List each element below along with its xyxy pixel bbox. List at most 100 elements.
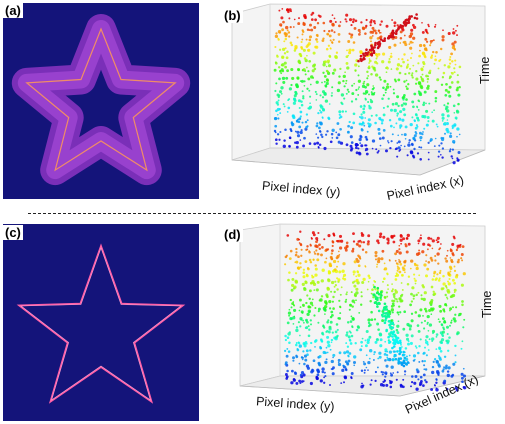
scatter-point — [380, 370, 383, 374]
scatter-point — [300, 318, 303, 321]
scatter-point — [350, 141, 354, 144]
scatter-point — [321, 370, 325, 374]
scatter-point — [365, 329, 369, 334]
scatter-point — [366, 288, 369, 291]
scatter-point — [378, 302, 381, 305]
scatter-point — [380, 257, 384, 261]
scatter-point — [337, 32, 341, 36]
scatter-point — [419, 136, 423, 140]
scatter-point — [368, 106, 372, 110]
scatter-point — [379, 296, 382, 299]
scatter-point — [395, 67, 399, 71]
scatter-point — [409, 122, 413, 127]
scatter-point — [308, 59, 312, 63]
scatter-point — [439, 349, 443, 353]
scatter-point — [414, 279, 417, 283]
scatter-point — [422, 62, 426, 66]
scatter-point — [309, 319, 312, 322]
scatter-point — [403, 93, 406, 97]
scatter-point — [442, 317, 445, 320]
scatter-point — [307, 267, 310, 271]
scatter-point — [396, 324, 400, 328]
scatter-point — [370, 318, 374, 322]
scatter-point — [383, 79, 387, 83]
scatter-point — [445, 259, 449, 263]
scatter-point — [296, 120, 299, 123]
scatter-point — [408, 15, 411, 18]
panel-d-plot — [210, 218, 505, 424]
scatter-point — [377, 328, 380, 331]
scatter-point — [410, 385, 412, 388]
scatter-point — [367, 234, 371, 238]
scatter-point — [316, 40, 319, 43]
scatter-point — [330, 338, 334, 342]
scatter-point — [413, 134, 417, 138]
scatter-point — [403, 356, 407, 360]
scatter-point — [315, 33, 319, 37]
scatter-point — [342, 74, 346, 79]
scatter-point — [449, 56, 452, 58]
scatter-point — [332, 38, 335, 41]
scatter-point — [372, 49, 376, 53]
scatter-point — [386, 83, 389, 86]
scatter-point — [427, 243, 430, 247]
scatter-point — [370, 114, 373, 117]
scatter-point — [396, 95, 400, 99]
scatter-point — [392, 88, 395, 91]
scatter-point — [299, 230, 302, 233]
scatter-point — [401, 96, 405, 100]
scatter-point — [451, 42, 455, 46]
scatter-point — [418, 249, 421, 252]
scatter-point — [429, 138, 433, 142]
scatter-point — [346, 88, 349, 91]
scatter-point — [357, 59, 360, 63]
scatter-point — [299, 139, 302, 141]
scatter-point — [372, 284, 375, 286]
scatter-point — [297, 99, 301, 103]
scatter-point — [364, 135, 368, 139]
scatter-point — [439, 269, 442, 272]
scatter-point — [406, 59, 409, 62]
scatter-point — [365, 24, 368, 28]
scatter-point — [329, 384, 331, 386]
scatter-point — [368, 48, 372, 52]
scatter-point — [328, 55, 332, 58]
scatter-point — [297, 321, 300, 324]
scatter-point — [288, 308, 291, 311]
scatter-point — [295, 247, 298, 251]
scatter-point — [311, 304, 314, 307]
scatter-point — [374, 43, 377, 47]
scatter-point — [380, 294, 383, 297]
scatter-point — [326, 287, 330, 291]
scatter-point — [397, 134, 400, 137]
scatter-point — [327, 319, 330, 322]
scatter-point — [447, 282, 451, 286]
panel-tag-a: (a) — [3, 3, 23, 18]
scatter-point — [329, 348, 332, 351]
scatter-point — [349, 320, 353, 323]
scatter-point — [435, 123, 438, 126]
scatter-point — [331, 300, 334, 303]
scatter-point — [404, 72, 407, 76]
scatter-point — [286, 69, 289, 73]
scatter-point — [368, 59, 372, 63]
scatter-point — [323, 371, 326, 374]
scatter-point — [340, 93, 345, 97]
scatter-point — [325, 303, 328, 306]
scatter-point — [300, 380, 304, 383]
scatter-point — [317, 231, 320, 235]
scatter-point — [317, 321, 320, 324]
scatter-point — [374, 22, 376, 25]
scatter-point — [438, 355, 440, 358]
scatter-point — [393, 295, 396, 299]
scatter-point — [398, 349, 402, 353]
scatter-point — [396, 340, 399, 343]
scatter-point — [396, 371, 399, 374]
scatter-point — [339, 127, 342, 131]
scatter-point — [376, 322, 380, 326]
scatter-point — [325, 346, 328, 349]
scatter-point — [451, 373, 455, 377]
scatter-point — [390, 52, 393, 55]
scatter-point — [354, 98, 358, 101]
scatter-point — [458, 65, 462, 69]
